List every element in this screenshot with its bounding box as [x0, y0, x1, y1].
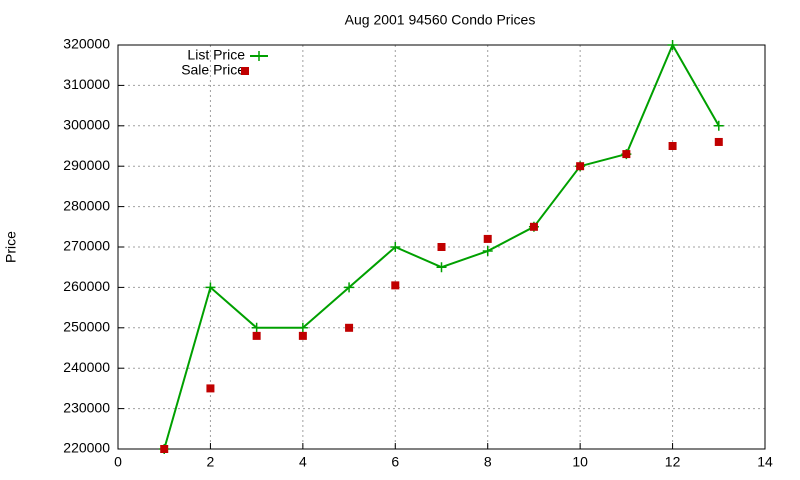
y-tick-label: 280000 [63, 197, 110, 213]
x-tick-label: 0 [114, 454, 122, 470]
data-point [482, 246, 493, 257]
data-point [297, 322, 308, 333]
data-point [668, 142, 677, 150]
y-tick-label: 300000 [63, 117, 110, 133]
x-tick-label: 2 [207, 454, 215, 470]
data-point [344, 282, 355, 293]
y-tick-label: 310000 [63, 76, 110, 92]
data-point [251, 322, 262, 333]
x-tick-label: 14 [757, 454, 773, 470]
chart-title: Aug 2001 94560 Condo Prices [345, 12, 536, 28]
data-point [298, 331, 307, 340]
y-tick-label: 270000 [63, 238, 110, 254]
data-point [252, 331, 261, 340]
x-tick-label: 6 [391, 454, 399, 470]
data-point [437, 243, 446, 251]
y-tick-label: 260000 [63, 278, 110, 294]
data-point [667, 40, 678, 50]
y-tick-label: 250000 [63, 319, 110, 335]
x-tick-label: 12 [665, 454, 681, 470]
y-tick-label: 220000 [63, 440, 110, 456]
data-point [713, 120, 724, 131]
data-point [345, 323, 354, 332]
data-point [436, 262, 447, 273]
data-point [391, 281, 400, 290]
data-point [205, 282, 216, 293]
data-point [206, 384, 215, 393]
data-point [160, 445, 169, 453]
y-tick-label: 240000 [63, 359, 110, 375]
y-tick-label: 320000 [63, 36, 110, 52]
legend-marker [241, 67, 249, 75]
data-point [622, 150, 631, 159]
y-tick-label: 230000 [63, 399, 110, 415]
data-point [390, 242, 401, 252]
plot-frame [117, 44, 766, 450]
x-tick-label: 4 [299, 454, 307, 470]
data-point [714, 137, 723, 146]
data-point [483, 234, 492, 243]
y-axis-label: Price [3, 231, 19, 263]
legend-label: List Price [187, 47, 245, 63]
y-tick-label: 290000 [63, 157, 110, 173]
legend-label: Sale Price [181, 62, 245, 78]
legend-marker [254, 51, 264, 61]
data-point [529, 222, 538, 231]
data-point [576, 162, 585, 171]
x-tick-label: 10 [572, 454, 588, 470]
x-tick-label: 8 [484, 454, 492, 470]
